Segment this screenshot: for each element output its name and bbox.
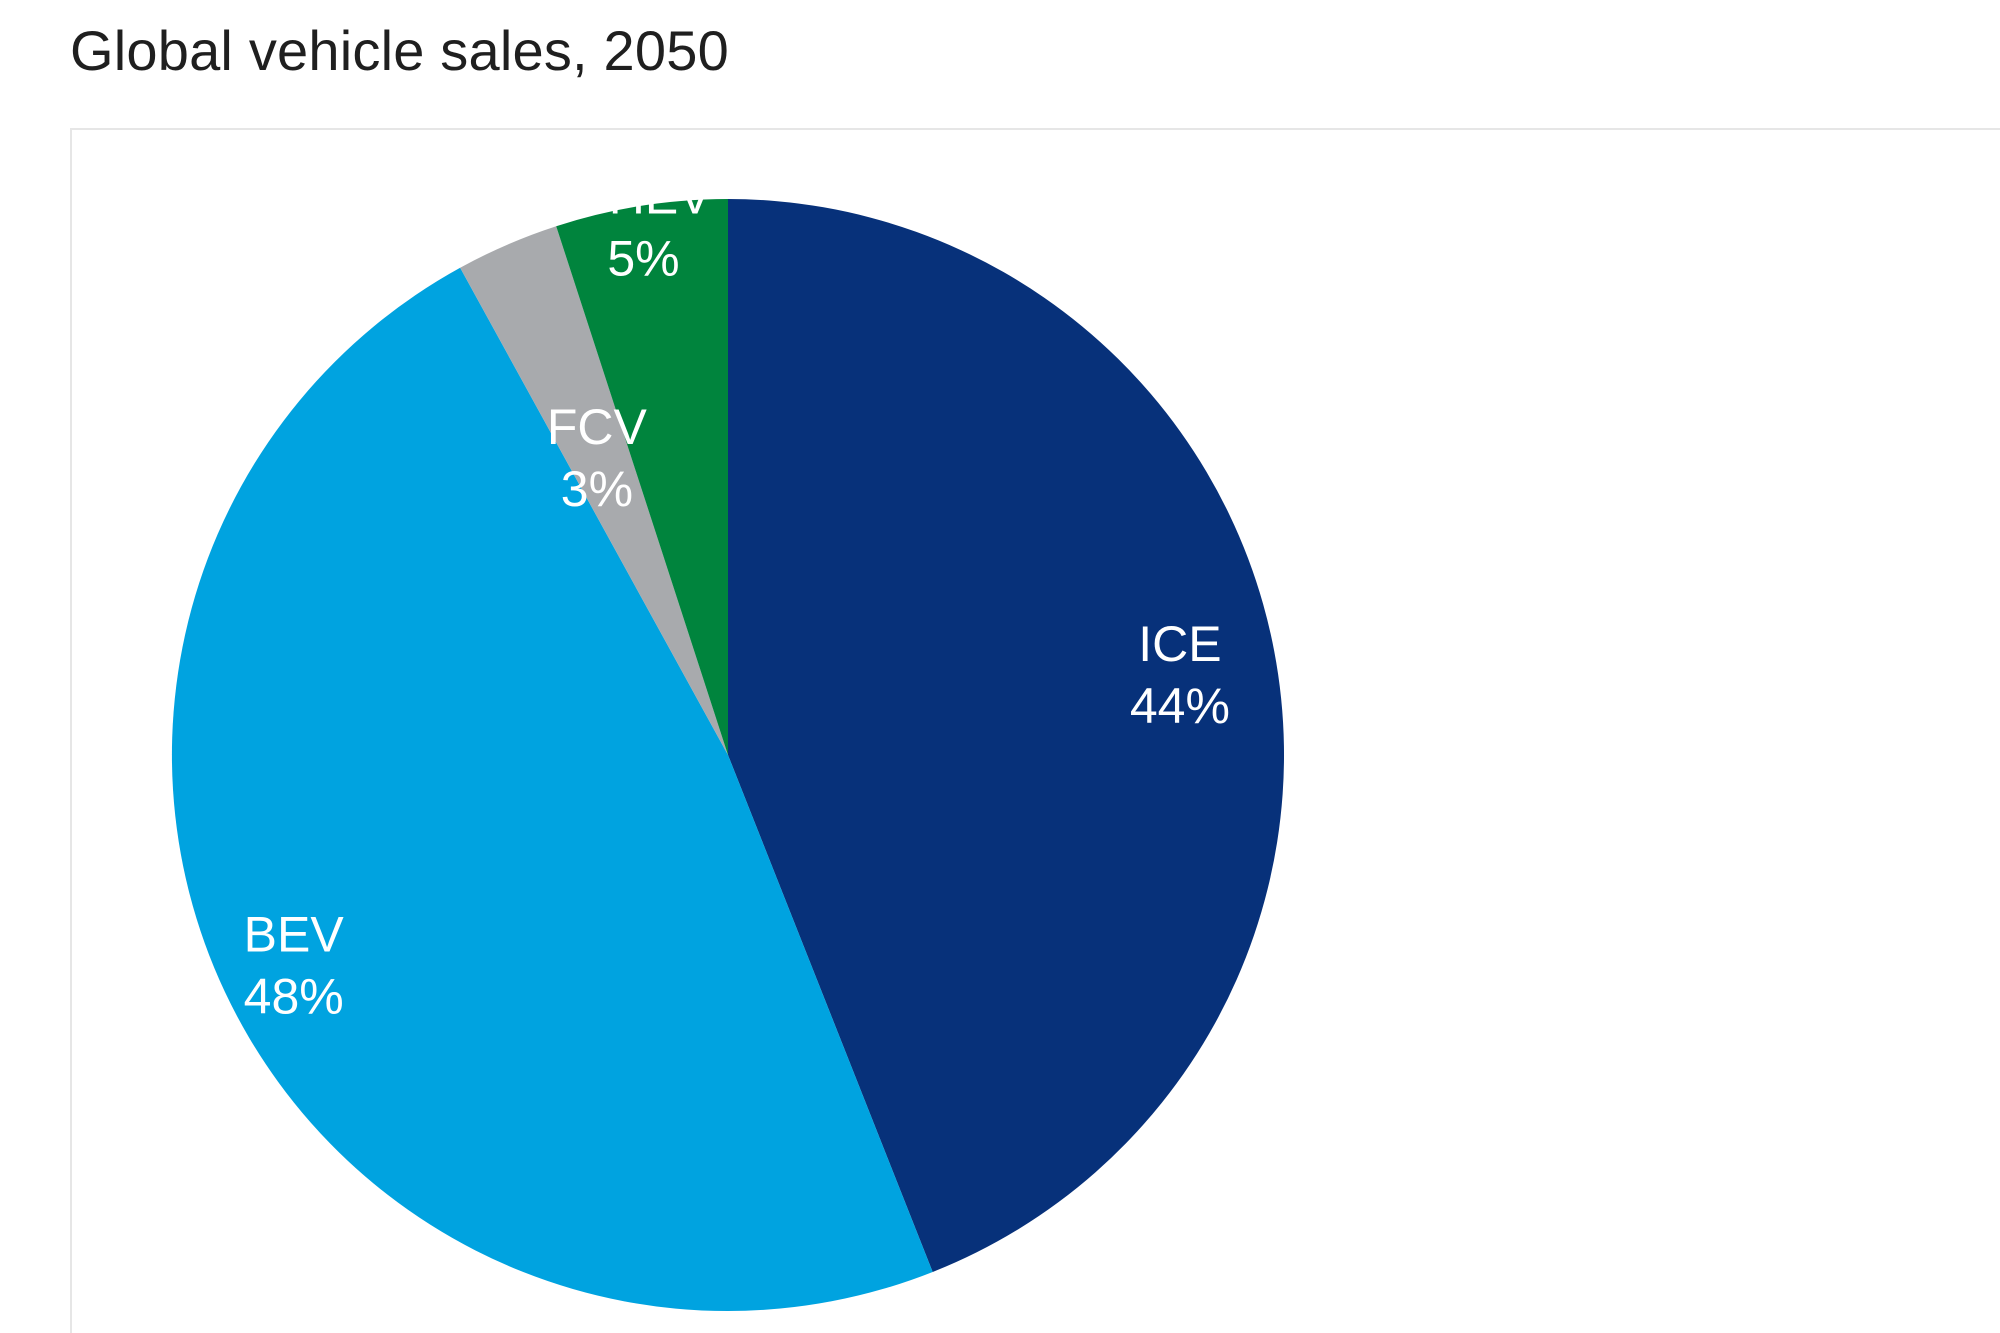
chart-frame (70, 128, 2000, 1333)
slice-value-phev: 5% (607, 231, 679, 287)
slice-category-ice: ICE (1138, 616, 1221, 672)
slice-label-ice: ICE 44% (1130, 616, 1230, 734)
pie-slice-ice (728, 199, 1285, 1272)
slice-labels: ICE 44% BEV 48% FCV 3% PHEV 5% (244, 169, 1230, 1025)
slice-value-fcv: 3% (561, 461, 633, 517)
pie-slice-phev (556, 199, 728, 755)
slice-category-phev: PHEV (575, 169, 712, 225)
pie-slice-bev (171, 267, 933, 1312)
slice-value-ice: 44% (1130, 678, 1230, 734)
slice-label-fcv: FCV 3% (547, 399, 648, 517)
chart-title: Global vehicle sales, 2050 (70, 19, 729, 82)
slice-value-bev: 48% (244, 968, 344, 1024)
slice-category-fcv: FCV (547, 399, 648, 455)
pie-slice-fcv (460, 226, 728, 755)
slice-label-bev: BEV 48% (244, 906, 345, 1024)
slice-label-phev: PHEV 5% (575, 169, 712, 287)
slice-category-bev: BEV (244, 906, 345, 962)
